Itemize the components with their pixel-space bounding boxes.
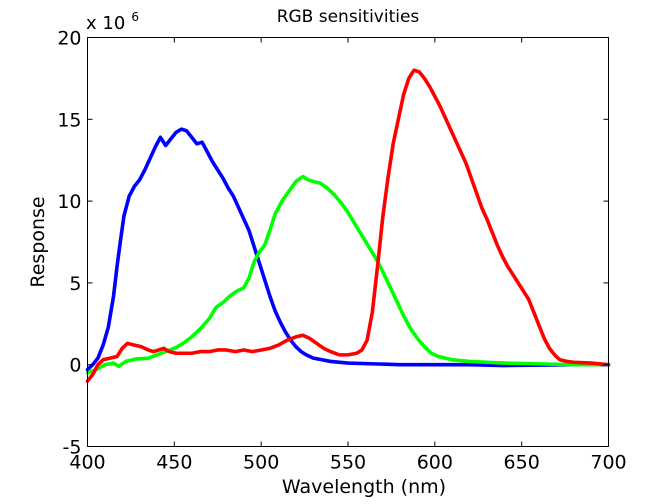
- y-axis-label: Response: [27, 196, 49, 287]
- plot-area: [87, 37, 609, 447]
- y-multiplier-base: x 10: [86, 13, 125, 34]
- y-tick-label: 5: [69, 273, 81, 295]
- y-tick-label: 0: [69, 355, 81, 377]
- x-tick-label: 700: [590, 452, 626, 474]
- x-tick-label: 500: [243, 452, 279, 474]
- y-tick-label: 15: [57, 109, 81, 131]
- x-tick-label: 450: [156, 452, 192, 474]
- x-tick-label: 400: [69, 452, 105, 474]
- blue-series-line: [85, 127, 611, 372]
- y-tick-label: 10: [57, 191, 81, 213]
- x-tick-label: 550: [330, 452, 366, 474]
- plot-border: [87, 37, 609, 447]
- x-tick-label: 600: [417, 452, 453, 474]
- chart-title: RGB sensitivities: [277, 7, 420, 27]
- red-series-line: [85, 68, 611, 383]
- x-tick-label: 650: [504, 452, 540, 474]
- series-layer: [85, 68, 611, 383]
- y-axis-multiplier: x 10 6: [86, 10, 139, 34]
- tick-layer: 400 450 500 550 600 650 700 -5 0 5 10 15 20: [57, 28, 626, 474]
- y-multiplier-exponent: 6: [131, 10, 139, 24]
- x-axis-label: Wavelength (nm): [282, 476, 446, 498]
- y-tick-label: 20: [57, 28, 81, 50]
- y-tick-label: -5: [63, 437, 82, 459]
